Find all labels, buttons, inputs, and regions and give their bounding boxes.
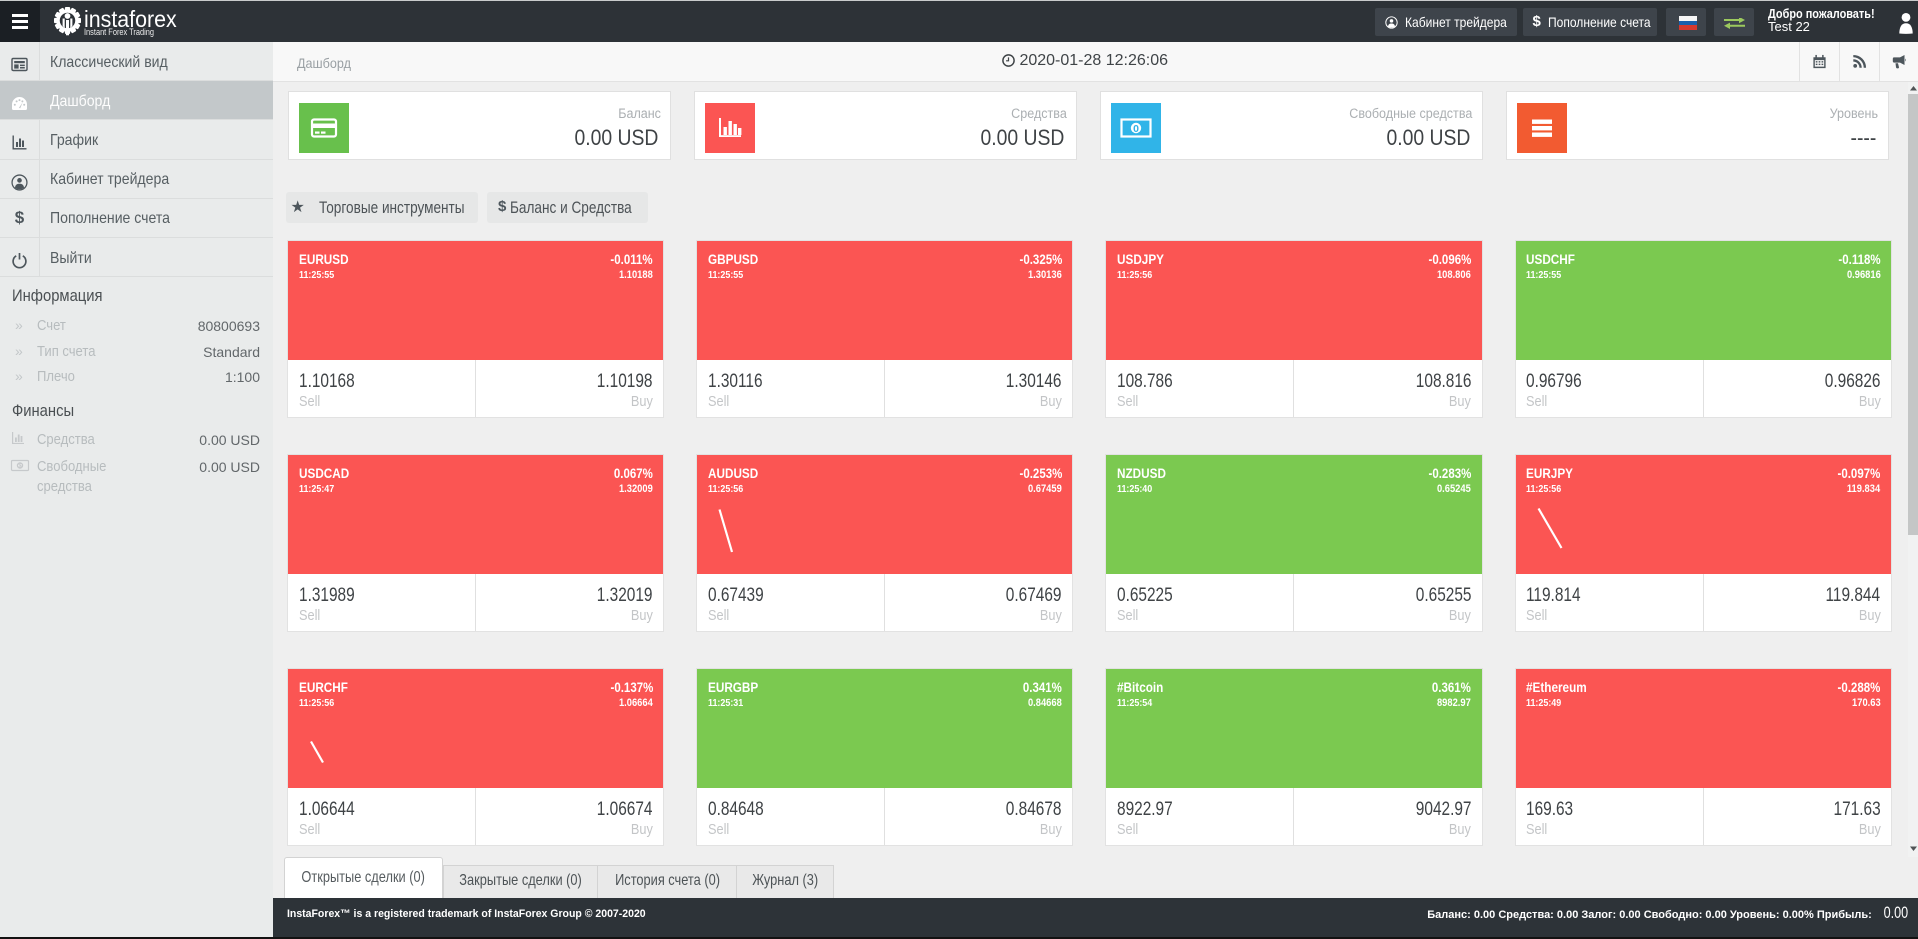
svg-text:$: $	[18, 464, 22, 470]
svg-text:0: 0	[1133, 123, 1139, 135]
